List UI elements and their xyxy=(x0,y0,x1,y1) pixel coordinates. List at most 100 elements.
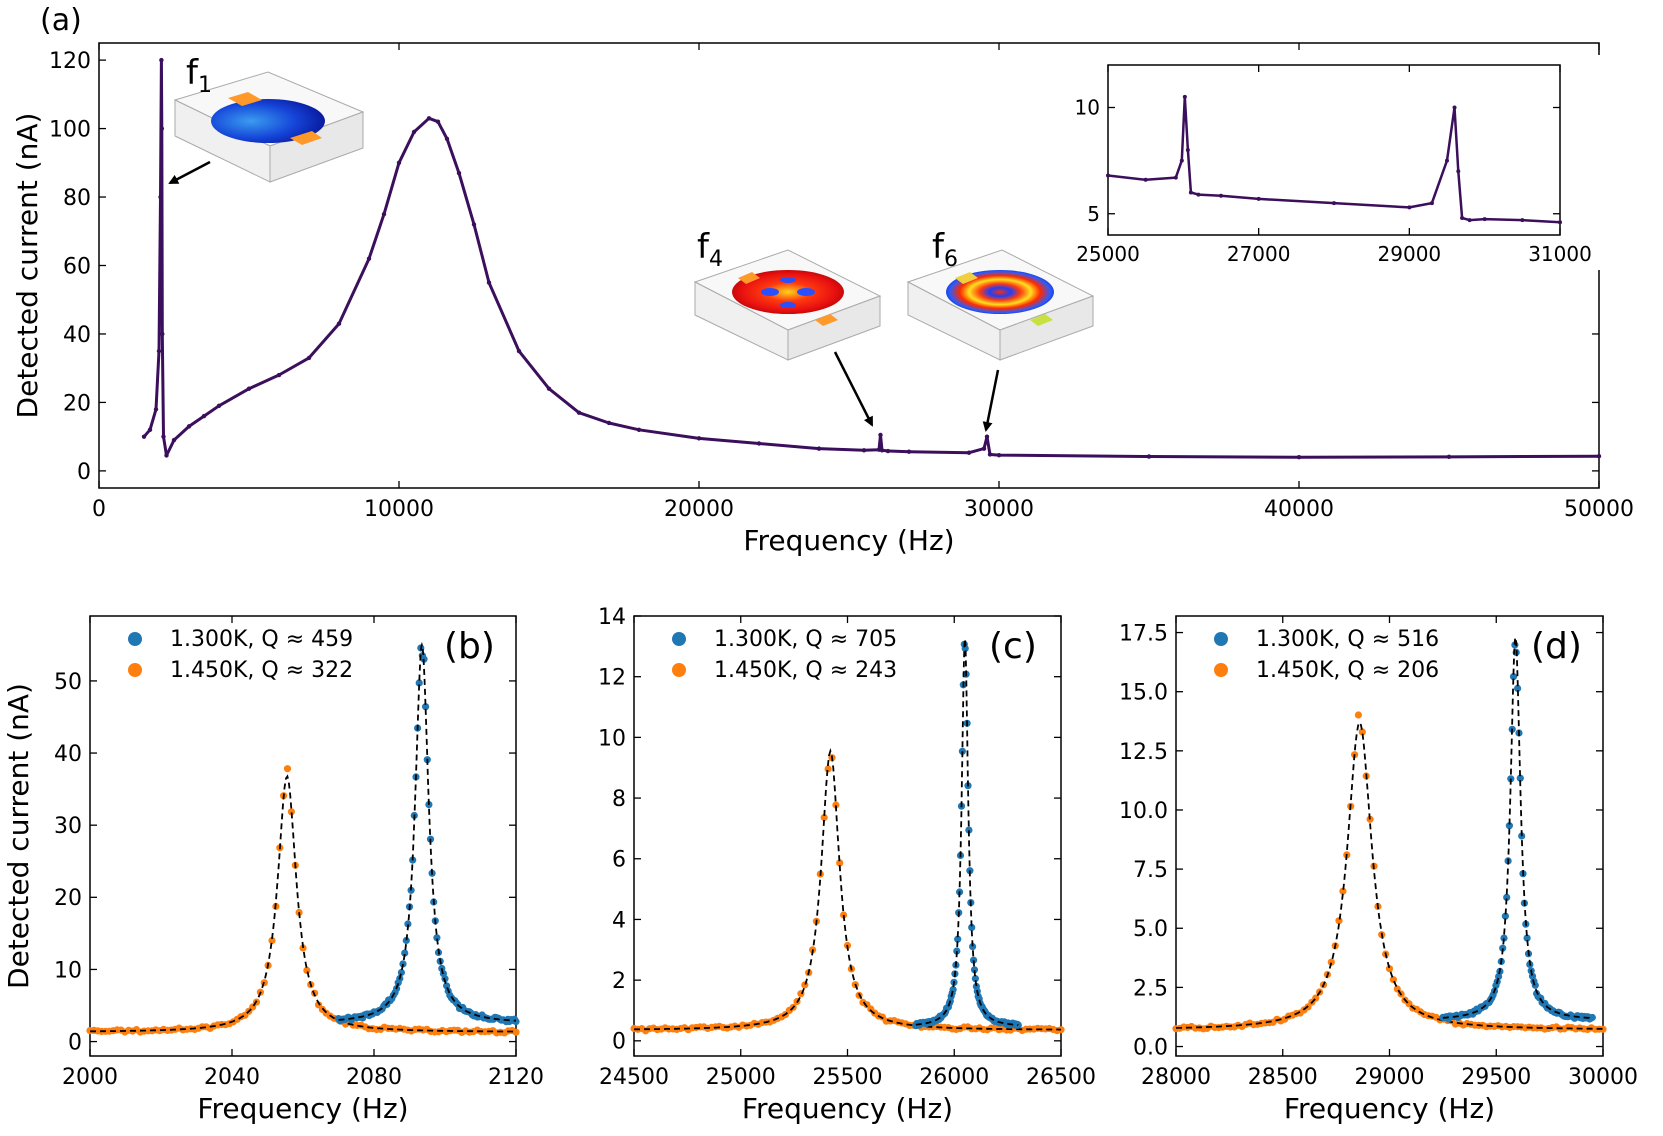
data-point-orange xyxy=(840,911,848,919)
mode-label-f6: f6 xyxy=(932,227,958,272)
data-point-blue xyxy=(1514,684,1522,693)
y-tick-label-inset: 5 xyxy=(1087,202,1100,226)
legend-entry-orange: 1.450K, Q ≈ 243 xyxy=(714,658,897,683)
legend-marker-blue xyxy=(672,632,686,646)
data-point-spectrum xyxy=(696,436,702,441)
x-tick-label-a: 50000 xyxy=(1564,497,1634,522)
data-point-zoom xyxy=(1332,201,1336,206)
panel-label-c: (c) xyxy=(989,626,1037,667)
data-point-blue xyxy=(397,968,405,977)
data-point-orange xyxy=(512,1028,520,1036)
data-point-orange xyxy=(832,801,840,809)
data-point-spectrum xyxy=(336,321,342,326)
data-point-spectrum xyxy=(435,119,441,124)
data-point-spectrum xyxy=(756,441,762,446)
x-tick-label-a: 20000 xyxy=(664,497,734,522)
y-tick-label-b: 30 xyxy=(54,814,82,839)
data-point-spectrum xyxy=(396,160,402,166)
data-point-spectrum xyxy=(996,452,1002,458)
data-point-blue xyxy=(402,936,410,945)
mode-label-f1: f1 xyxy=(186,53,212,98)
legend-marker-blue xyxy=(1214,632,1228,646)
data-point-blue xyxy=(968,923,976,932)
data-point-orange xyxy=(1385,965,1394,973)
y-tick-label-c: 6 xyxy=(612,848,626,873)
data-point-spectrum xyxy=(636,427,642,433)
data-point-blue xyxy=(970,956,978,964)
data-point-blue xyxy=(422,703,430,711)
x-tick-label-a: 0 xyxy=(92,497,106,522)
data-point-orange xyxy=(287,808,295,816)
data-point-orange xyxy=(1339,887,1347,895)
x-tick-label-inset: 25000 xyxy=(1076,242,1140,266)
panel-c: 24500 25000 25500 26000 26500 0 2 4 6 8 10 12 14 Freq… xyxy=(598,605,1096,1125)
data-point-orange xyxy=(820,813,828,822)
data-point-blue xyxy=(1516,774,1524,782)
y-tick-label-c: 10 xyxy=(598,726,626,751)
data-point-spectrum xyxy=(1296,454,1302,460)
data-point-zoom xyxy=(1182,94,1187,99)
data-point-blue xyxy=(965,826,973,834)
data-point-spectrum xyxy=(164,453,169,458)
data-point-zoom xyxy=(1445,158,1449,163)
y-tick-label-c: 2 xyxy=(612,969,626,994)
data-point-spectrum xyxy=(606,420,612,426)
data-point-zoom xyxy=(1456,169,1461,174)
data-point-blue xyxy=(971,975,980,983)
data-point-spectrum xyxy=(411,129,417,135)
fit-line-orange xyxy=(1175,720,1603,1030)
mode-shape-f6-image xyxy=(906,249,1095,361)
data-point-zoom xyxy=(1179,158,1184,163)
data-point-spectrum xyxy=(153,407,159,412)
y-tick-label-b: 50 xyxy=(54,670,82,695)
legend-entry-blue: 1.300K, Q ≈ 459 xyxy=(170,627,353,652)
data-point-spectrum xyxy=(546,386,552,391)
y-tick-label-d: 2.5 xyxy=(1133,976,1168,1001)
x-tick-label-c: 25000 xyxy=(706,1065,776,1090)
x-axis-label-b: Frequency (Hz) xyxy=(197,1092,408,1125)
data-point-zoom xyxy=(1185,148,1190,152)
data-point-blue xyxy=(1499,944,1507,952)
x-tick-label-c: 26000 xyxy=(919,1065,989,1090)
data-point-spectrum xyxy=(984,434,990,439)
legend-entry-blue: 1.300K, Q ≈ 516 xyxy=(1256,627,1439,652)
x-tick-label-c: 25500 xyxy=(813,1065,883,1090)
legend-entry-orange: 1.450K, Q ≈ 322 xyxy=(170,658,353,683)
data-point-spectrum xyxy=(159,126,165,131)
x-tick-label-a: 40000 xyxy=(1264,497,1334,522)
y-tick-label-b: 40 xyxy=(54,742,82,767)
data-point-spectrum xyxy=(159,57,164,63)
panel-inset: 25000 27000 29000 31000 5 10 xyxy=(1038,55,1600,270)
figure-label-a: (a) xyxy=(40,3,82,38)
data-point-blue xyxy=(433,934,441,942)
x-tick-label-d: 30000 xyxy=(1568,1065,1638,1090)
y-tick-label-a: 40 xyxy=(63,323,91,348)
data-point-zoom xyxy=(1452,105,1457,110)
y-tick-label-b: 20 xyxy=(54,886,82,911)
data-point-blue xyxy=(954,935,962,943)
data-point-spectrum xyxy=(1446,454,1452,460)
data-point-orange xyxy=(836,859,844,867)
arrow-f1 xyxy=(168,160,211,185)
data-point-spectrum xyxy=(276,372,282,378)
data-point-blue xyxy=(1588,1013,1596,1022)
data-point-spectrum xyxy=(141,434,147,439)
y-tick-label-a: 120 xyxy=(49,49,91,74)
y-tick-label-d: 12.5 xyxy=(1119,740,1168,765)
data-point-blue xyxy=(399,960,407,968)
data-point-zoom xyxy=(1460,216,1465,220)
data-point-zoom xyxy=(1196,192,1201,197)
data-point-spectrum xyxy=(426,116,432,121)
data-point-zoom xyxy=(1407,205,1412,210)
data-point-spectrum xyxy=(471,222,477,227)
data-point-zoom xyxy=(1256,196,1261,201)
data-point-spectrum xyxy=(576,410,582,415)
panel-label-d: (d) xyxy=(1531,626,1582,667)
x-tick-label-d: 29500 xyxy=(1461,1065,1531,1090)
x-tick-label-d: 28000 xyxy=(1141,1065,1211,1090)
legend-marker-orange xyxy=(1214,663,1228,677)
x-tick-label-d: 29000 xyxy=(1355,1065,1425,1090)
y-tick-label-b: 10 xyxy=(54,958,82,983)
x-axis-label-d: Frequency (Hz) xyxy=(1284,1092,1495,1125)
